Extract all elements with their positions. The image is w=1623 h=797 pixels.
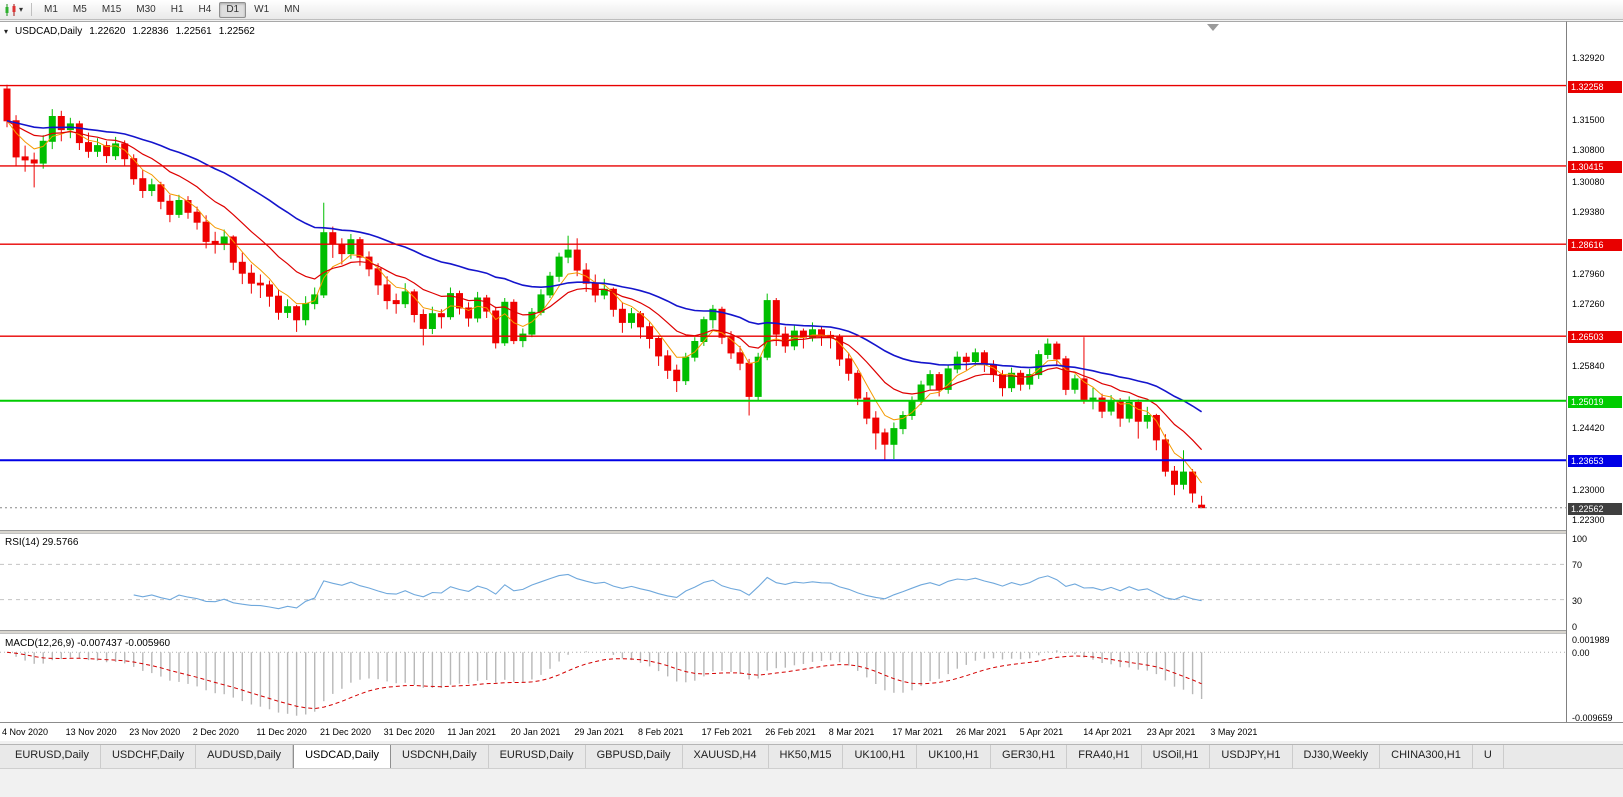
price-axis-label: 1.22300: [1572, 515, 1605, 526]
pane-splitter[interactable]: [0, 630, 1623, 634]
date-label: 13 Nov 2020: [65, 727, 117, 737]
timeframe-button-d1[interactable]: D1: [219, 1, 247, 18]
timeframe-button-m1[interactable]: M1: [44, 3, 58, 15]
ohlc-open: 1.22620: [89, 26, 126, 37]
chart-type-icon[interactable]: [4, 3, 18, 17]
date-label: 4 Nov 2020: [2, 727, 49, 737]
tab-usdcad-daily[interactable]: USDCAD,Daily: [293, 745, 392, 768]
ohlc-low: 1.22561: [175, 26, 212, 37]
chart-symbol-timeframe: USDCAD,Daily: [15, 26, 83, 37]
tab-fra40-h1[interactable]: FRA40,H1: [1067, 745, 1142, 768]
chart-tabs: EURUSD,Daily USDCHF,Daily AUDUSD,Daily USDC…: [0, 744, 1623, 769]
date-label: 8 Feb 2021: [638, 727, 684, 737]
toolbar: ▾ M1 M5 M15 M30 H1 H4 D1 W1 MN: [0, 0, 1623, 20]
tab-u[interactable]: U: [1473, 745, 1504, 768]
date-label: 8 Mar 2021: [828, 727, 875, 737]
timeframe-button-m30[interactable]: M30: [136, 3, 156, 15]
price-axis-label: 1.27260: [1572, 299, 1605, 310]
date-label: 11 Jan 2021: [447, 727, 497, 737]
tab-usdchf-daily[interactable]: USDCHF,Daily: [101, 745, 197, 768]
date-label: 26 Mar 2021: [956, 727, 1007, 737]
tab-xauusd-h4[interactable]: XAUUSD,H4: [683, 745, 769, 768]
date-label: 26 Feb 2021: [765, 727, 816, 737]
rsi-indicator-label: RSI(14) 29.5766: [5, 537, 79, 548]
chart-type-dropdown-caret[interactable]: ▾: [19, 5, 24, 14]
price-axis-label: 1.30080: [1572, 176, 1605, 187]
price-axis-label: 1.24420: [1572, 422, 1605, 433]
timeframe-button-h4[interactable]: H4: [198, 3, 212, 15]
tab-uk100-h1[interactable]: UK100,H1: [843, 745, 918, 768]
rsi-scale-label: 30: [1572, 595, 1583, 606]
tab-dj30-weekly[interactable]: DJ30,Weekly: [1293, 745, 1381, 768]
date-label: 17 Mar 2021: [892, 727, 943, 737]
tab-china300-h1[interactable]: CHINA300,H1: [1380, 745, 1473, 768]
date-label: 31 Dec 2020: [383, 727, 435, 737]
date-label: 29 Jan 2021: [574, 727, 624, 737]
date-label: 23 Apr 2021: [1146, 727, 1196, 737]
tab-gbpusd-daily[interactable]: GBPUSD,Daily: [586, 745, 683, 768]
tab-usdcnh-daily[interactable]: USDCNH,Daily: [391, 745, 489, 768]
tab-hk50-m15[interactable]: HK50,M15: [769, 745, 844, 768]
date-label: 3 May 2021: [1210, 727, 1258, 737]
tab-eurusd-daily[interactable]: EURUSD,Daily: [489, 745, 586, 768]
ohlc-high: 1.22836: [132, 26, 169, 37]
price-axis-label: 1.25840: [1572, 361, 1605, 371]
tab-ger30-h1[interactable]: GER30,H1: [991, 745, 1068, 768]
price-line-tag: 1.23653: [1568, 455, 1622, 468]
date-label: 5 Apr 2021: [1019, 727, 1064, 737]
macd-scale-label: 0.00: [1572, 648, 1590, 659]
price-line-tag: 1.30415: [1568, 160, 1622, 173]
price-axis-label: 1.32920: [1572, 52, 1605, 63]
timeframe-button-mn[interactable]: MN: [284, 3, 300, 15]
date-label: 11 Dec 2020: [256, 727, 307, 737]
price-line-tag: 1.28616: [1568, 239, 1622, 252]
timeframe-button-h1[interactable]: H1: [170, 3, 184, 15]
timeframe-button-w1[interactable]: W1: [254, 3, 270, 15]
price-line-tag: 1.25019: [1568, 395, 1622, 408]
macd-scale-label: -0.009659: [1572, 713, 1613, 723]
price-line-tag: 1.26503: [1568, 331, 1622, 344]
tab-usdjpy-h1[interactable]: USDJPY,H1: [1210, 745, 1293, 768]
tab-usoil-h1[interactable]: USOil,H1: [1142, 745, 1211, 768]
price-axis-label: 1.29380: [1572, 206, 1605, 217]
tab-audusd-daily[interactable]: AUDUSD,Daily: [196, 745, 294, 768]
ohlc-close: 1.22562: [218, 26, 255, 37]
price-axis-label: 1.27960: [1572, 268, 1605, 279]
date-label: 23 Nov 2020: [129, 727, 181, 737]
chart-ohlc-header: ▾ USDCAD,Daily 1.22620 1.22836 1.22561 1…: [4, 26, 255, 37]
rsi-scale-label: 0: [1572, 622, 1578, 632]
rsi-scale-label: 70: [1572, 560, 1583, 571]
timeframe-button-m15[interactable]: M15: [101, 3, 122, 15]
toolbar-separator: [31, 3, 33, 16]
price-axis-label: 1.30800: [1572, 145, 1605, 156]
pane-splitter[interactable]: [0, 530, 1623, 534]
date-label: 20 Jan 2021: [510, 727, 561, 737]
chart-context-icon[interactable]: ▾: [4, 27, 9, 36]
timeframe-buttons: M1 M5 M15 M30 H1 H4 D1 W1 MN: [37, 1, 307, 18]
tab-eurusd-daily[interactable]: EURUSD,Daily: [4, 745, 101, 768]
current-price-tag: 1.22562: [1568, 502, 1622, 515]
price-axis-label: 1.23000: [1572, 484, 1605, 495]
price-line-tag: 1.32258: [1568, 80, 1622, 93]
date-label: 21 Dec 2020: [320, 727, 372, 737]
timeframe-button-m5[interactable]: M5: [72, 3, 87, 15]
macd-indicator-label: MACD(12,26,9) -0.007437 -0.005960: [5, 638, 171, 649]
rsi-scale-label: 100: [1572, 534, 1588, 544]
date-label: 17 Feb 2021: [701, 727, 753, 737]
date-label: 14 Apr 2021: [1083, 727, 1132, 737]
chart-canvas: [0, 24, 1566, 716]
price-axis[interactable]: 1.32920 1.31500 1.30800 1.30080 1.29380 1.279…: [1566, 21, 1623, 723]
date-label: 2 Dec 2020: [192, 727, 239, 737]
price-axis-label: 1.31500: [1572, 114, 1605, 125]
macd-scale-label: 0.001989: [1572, 635, 1610, 645]
tab-uk100-h1[interactable]: UK100,H1: [917, 745, 992, 768]
time-axis[interactable]: 4 Nov 2020 13 Nov 2020 23 Nov 2020 2 Dec 20…: [0, 722, 1623, 741]
